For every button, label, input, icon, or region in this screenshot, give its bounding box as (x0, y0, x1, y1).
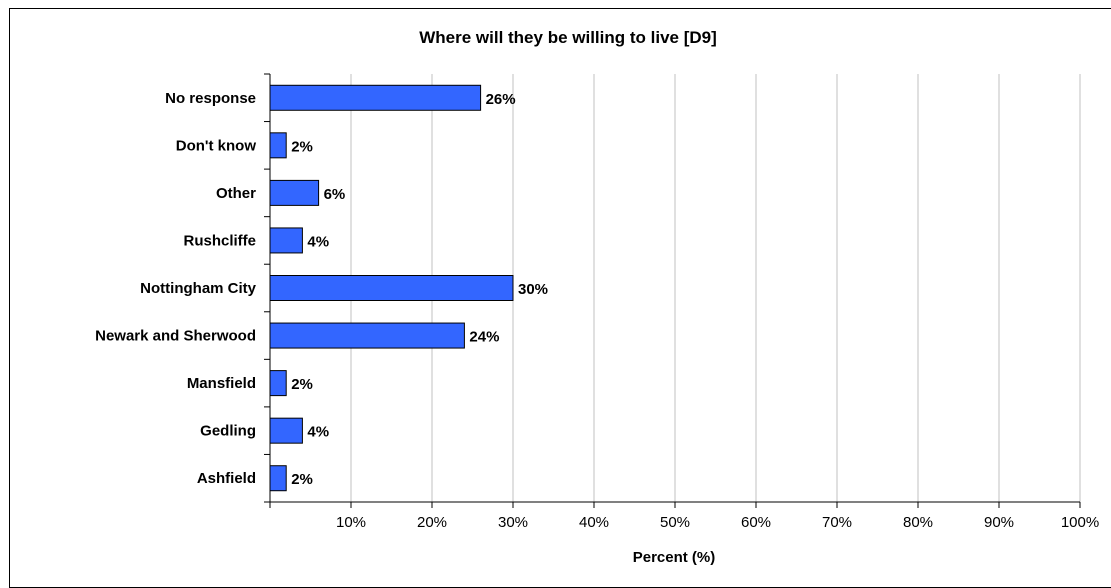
data-label: 4% (307, 233, 329, 250)
category-label: Don't know (176, 137, 257, 154)
bars (269, 84, 514, 492)
data-label: 2% (291, 471, 313, 488)
x-tick-label: 30% (498, 514, 528, 531)
x-tick-label: 60% (741, 514, 771, 531)
category-label: Newark and Sherwood (95, 328, 256, 345)
x-tick-label: 100% (1061, 514, 1099, 531)
chart-title: Where will they be willing to live [D9] (419, 28, 717, 47)
x-tick-label: 20% (417, 514, 447, 531)
category-label: Gedling (200, 423, 256, 440)
x-tick-label: 70% (822, 514, 852, 531)
x-axis-title: Percent (%) (633, 549, 716, 566)
chart-frame (9, 8, 1111, 588)
bar-nottingham-city (269, 275, 514, 301)
bar-other (269, 179, 320, 206)
category-label: Ashfield (197, 470, 256, 487)
bar-ashfield (269, 465, 287, 492)
category-label: Mansfield (187, 375, 256, 392)
data-label: 6% (324, 186, 346, 203)
category-label: Nottingham City (140, 280, 256, 297)
labels: 10% 20% 30% 40% 50% 60% 70% 80% 90% 100% No respon… (95, 90, 1099, 531)
data-label: 4% (307, 424, 329, 441)
category-label: Other (216, 185, 256, 202)
bar-don-t-know (269, 132, 287, 159)
data-label: 26% (486, 91, 516, 108)
x-tick-label: 80% (903, 514, 933, 531)
axes (264, 73, 1081, 508)
x-tick-label: 40% (579, 514, 609, 531)
data-label: 24% (469, 329, 499, 346)
bar-rushcliffe (269, 227, 303, 254)
x-tick-label: 10% (336, 514, 366, 531)
x-tick-label: 50% (660, 514, 690, 531)
category-label: Rushcliffe (183, 232, 256, 249)
data-label: 30% (518, 281, 548, 298)
bar-mansfield (269, 370, 287, 397)
x-tick-label: 90% (984, 514, 1014, 531)
data-label: 2% (291, 376, 313, 393)
bar-gedling (269, 417, 303, 444)
category-label: No response (165, 90, 256, 107)
bar-newark-and-sherwood (269, 322, 465, 349)
data-label: 2% (291, 138, 313, 155)
bar-no-response (269, 84, 482, 111)
